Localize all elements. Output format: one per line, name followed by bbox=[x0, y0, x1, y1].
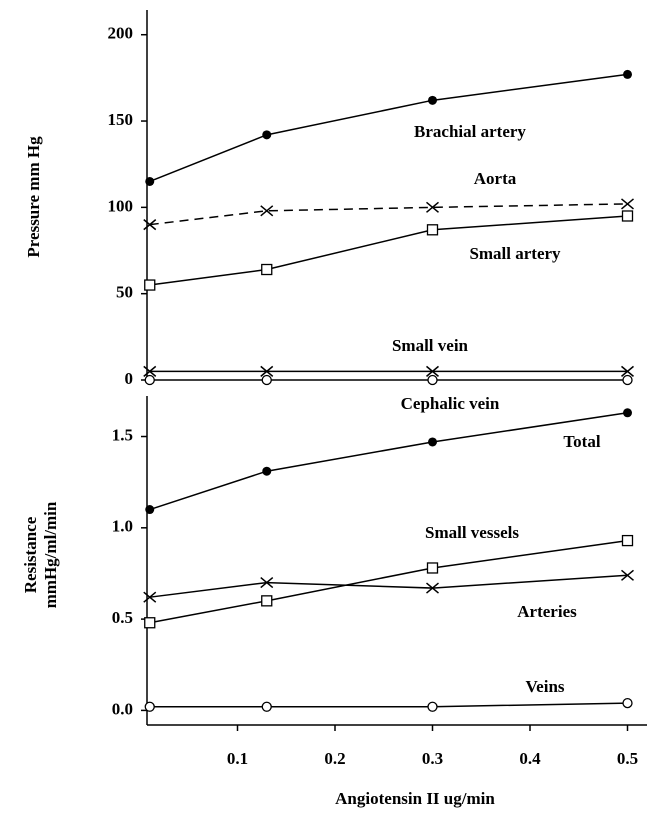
marker bbox=[144, 279, 156, 291]
marker bbox=[262, 130, 272, 140]
series-line bbox=[149, 215, 628, 286]
marker bbox=[426, 562, 439, 574]
marker bbox=[261, 701, 272, 712]
series-line bbox=[149, 539, 628, 624]
marker bbox=[426, 201, 439, 213]
marker bbox=[621, 569, 634, 581]
marker bbox=[143, 365, 157, 377]
series-label: Brachial artery bbox=[414, 122, 526, 141]
y-tick-label: 150 bbox=[108, 110, 134, 129]
marker bbox=[621, 210, 634, 222]
x-tick-label: 0.2 bbox=[324, 749, 345, 768]
series-label: Small vein bbox=[392, 336, 469, 355]
marker bbox=[427, 374, 438, 386]
y-tick-label: 50 bbox=[116, 283, 133, 302]
marker bbox=[426, 224, 439, 236]
marker bbox=[262, 466, 272, 476]
marker bbox=[260, 365, 274, 377]
marker bbox=[428, 95, 437, 105]
marker bbox=[622, 697, 633, 709]
marker bbox=[623, 408, 632, 418]
series-label: Veins bbox=[525, 677, 564, 696]
marker bbox=[621, 534, 634, 547]
y-tick-label: 1.0 bbox=[112, 517, 133, 536]
marker bbox=[144, 374, 155, 386]
marker bbox=[261, 374, 272, 386]
y-tick-label: 0.0 bbox=[112, 699, 133, 718]
series-line bbox=[149, 73, 628, 183]
x-tick-label: 0.1 bbox=[227, 749, 248, 768]
marker bbox=[145, 505, 155, 515]
series-line bbox=[149, 412, 628, 511]
series-label: Cephalic vein bbox=[401, 394, 500, 413]
marker bbox=[145, 176, 155, 186]
x-tick-label: 0.3 bbox=[422, 749, 443, 768]
marker bbox=[426, 582, 439, 594]
series-label: Aorta bbox=[474, 169, 517, 188]
marker bbox=[260, 577, 274, 589]
series-label: Small artery bbox=[469, 244, 561, 263]
y-axis-label: Pressure mm Hg bbox=[24, 136, 43, 258]
marker bbox=[621, 198, 634, 210]
marker bbox=[261, 263, 273, 276]
series-label: Total bbox=[563, 432, 600, 451]
y-tick-label: 200 bbox=[108, 24, 134, 43]
x-tick-label: 0.4 bbox=[519, 749, 541, 768]
series-label: Small vessels bbox=[425, 523, 519, 542]
marker bbox=[426, 365, 439, 377]
x-axis-label: Angiotensin II ug/min bbox=[335, 789, 495, 808]
y-tick-label: 0 bbox=[125, 369, 134, 388]
marker bbox=[427, 701, 438, 712]
y-axis-label: Resistance bbox=[21, 516, 40, 593]
y-axis-label: mmHg/ml/min bbox=[41, 501, 60, 608]
marker bbox=[144, 701, 155, 712]
series-line bbox=[149, 702, 628, 708]
marker bbox=[621, 365, 634, 377]
marker bbox=[261, 595, 273, 607]
marker bbox=[143, 591, 157, 603]
marker bbox=[143, 219, 157, 231]
series-label: Arteries bbox=[517, 602, 577, 621]
y-tick-label: 0.5 bbox=[112, 608, 133, 627]
series-line bbox=[149, 203, 628, 226]
series-line bbox=[149, 574, 628, 598]
x-tick-label: 0.5 bbox=[617, 749, 638, 768]
marker bbox=[428, 437, 437, 447]
marker bbox=[260, 205, 274, 217]
marker bbox=[622, 374, 633, 386]
y-tick-label: 1.5 bbox=[112, 425, 133, 444]
marker bbox=[144, 617, 156, 629]
y-tick-label: 100 bbox=[108, 196, 134, 215]
marker bbox=[623, 69, 632, 79]
